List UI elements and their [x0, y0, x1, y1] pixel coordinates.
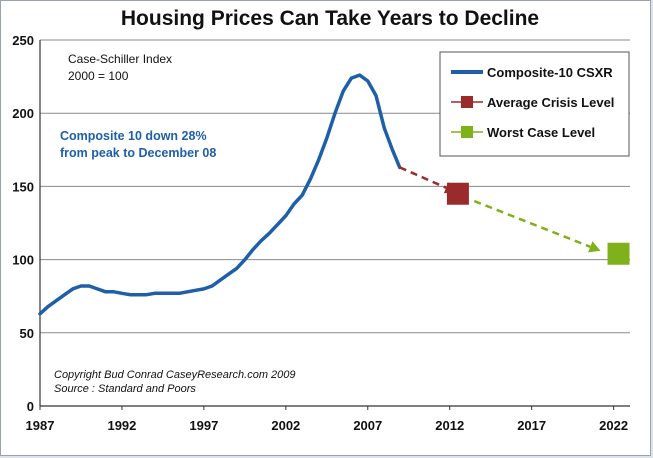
projection-line-0 [399, 166, 447, 189]
legend-crisis-label: Average Crisis Level [487, 95, 614, 110]
decline-note-line2: from peak to December 08 [60, 146, 216, 160]
legend-worst-swatch [461, 126, 473, 138]
chart-title: Housing Prices Can Take Years to Decline [121, 7, 539, 30]
legend-composite-label: Composite-10 CSXR [487, 65, 613, 80]
scenario-markers [446, 182, 630, 265]
projection-arrowhead-1 [588, 241, 601, 253]
y-tick-label-0: 0 [27, 399, 34, 414]
x-axis-ticks: 1987 1992 1997 2002 2007 2012 2017 2022 [26, 406, 628, 433]
y-tick-label-50: 50 [20, 326, 34, 341]
source-credit: Source : Standard and Poors [54, 383, 196, 395]
index-base-label: 2000 = 100 [68, 69, 129, 83]
legend-crisis-swatch [461, 96, 473, 108]
y-axis-ticks: 0 50 100 150 200 250 [12, 33, 34, 414]
series-layer [38, 73, 402, 316]
marker-worst-case-level [607, 242, 630, 265]
x-tick-label-1992: 1992 [107, 418, 136, 433]
legend: Composite-10 CSXR Average Crisis Level W… [439, 51, 630, 157]
y-tick-label-200: 200 [12, 106, 34, 121]
grid-lines [40, 39, 630, 334]
marker-average-crisis-level [446, 182, 469, 205]
y-tick-label-150: 150 [12, 179, 34, 194]
copyright-credit: Copyright Bud Conrad CaseyResearch.com 2… [54, 369, 296, 381]
x-tick-label-2017: 2017 [517, 418, 546, 433]
x-tick-label-2012: 2012 [435, 418, 464, 433]
x-tick-label-2022: 2022 [599, 418, 628, 433]
x-tick-label-1997: 1997 [189, 418, 218, 433]
y-tick-label-100: 100 [12, 253, 34, 268]
projection-line-1 [473, 199, 591, 248]
y-tick-label-250: 250 [12, 33, 34, 48]
index-name-label: Case-Schiller Index [68, 52, 172, 66]
x-tick-label-2002: 2002 [271, 418, 300, 433]
series-line-0 [38, 73, 402, 316]
legend-worst-label: Worst Case Level [487, 125, 595, 140]
x-tick-label-2007: 2007 [353, 418, 382, 433]
projection-arrows [399, 166, 601, 253]
decline-note-line1: Composite 10 down 28% [60, 129, 207, 143]
x-tick-label-1987: 1987 [26, 418, 55, 433]
